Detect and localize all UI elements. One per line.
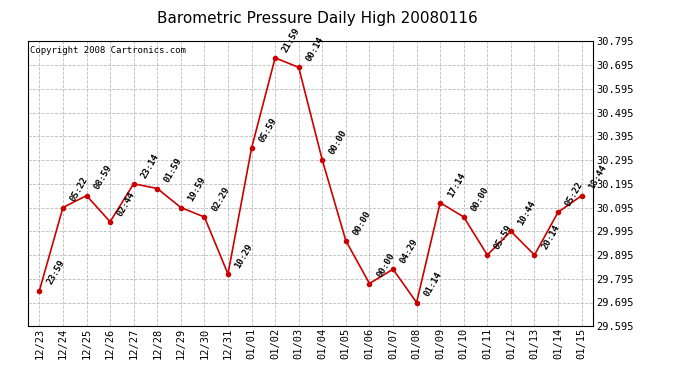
Text: 23:14: 23:14 <box>139 152 161 180</box>
Text: 05:22: 05:22 <box>68 176 90 203</box>
Text: 18:44: 18:44 <box>587 164 609 192</box>
Text: Barometric Pressure Daily High 20080116: Barometric Pressure Daily High 20080116 <box>157 11 477 26</box>
Text: 04:29: 04:29 <box>399 237 420 265</box>
Text: 19:59: 19:59 <box>186 176 208 203</box>
Text: Copyright 2008 Cartronics.com: Copyright 2008 Cartronics.com <box>30 45 186 54</box>
Text: 10:44: 10:44 <box>516 199 538 227</box>
Text: 00:00: 00:00 <box>375 252 396 279</box>
Text: 00:00: 00:00 <box>469 185 491 213</box>
Text: 01:14: 01:14 <box>422 270 444 298</box>
Text: 00:00: 00:00 <box>328 128 349 156</box>
Text: 02:29: 02:29 <box>210 185 231 213</box>
Text: 08:59: 08:59 <box>92 164 113 192</box>
Text: 05:59: 05:59 <box>493 223 514 251</box>
Text: 05:59: 05:59 <box>257 116 278 144</box>
Text: 21:59: 21:59 <box>281 26 302 54</box>
Text: 20:14: 20:14 <box>540 223 561 251</box>
Text: 02:44: 02:44 <box>116 190 137 217</box>
Text: 23:59: 23:59 <box>45 259 66 286</box>
Text: 05:22: 05:22 <box>564 180 585 208</box>
Text: 00:00: 00:00 <box>351 209 373 237</box>
Text: 00:14: 00:14 <box>304 35 326 63</box>
Text: 10:29: 10:29 <box>233 242 255 270</box>
Text: 01:59: 01:59 <box>163 156 184 184</box>
Text: 17:14: 17:14 <box>446 171 467 199</box>
